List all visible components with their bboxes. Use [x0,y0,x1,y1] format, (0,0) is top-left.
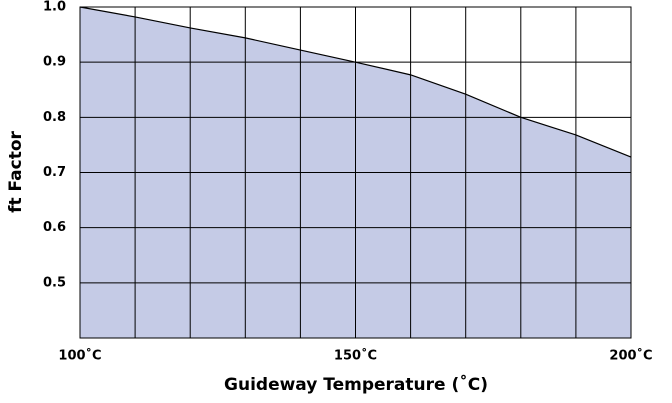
y-tick-label: 0.5 [43,275,66,290]
x-tick-label: 200˚C [609,348,652,364]
y-tick-label: 0.7 [43,165,66,180]
y-tick-label: 0.9 [43,55,66,70]
y-tick-label: 1.0 [43,0,66,15]
x-tick-label: 100˚C [58,348,101,364]
y-tick-label: 0.8 [43,110,66,125]
x-axis-label: Guideway Temperature (˚C) [224,373,488,395]
plot-frame [79,6,632,339]
y-axis-label: ft Factor [6,130,26,212]
y-tick-label: 0.6 [43,220,66,235]
x-tick-label: 150˚C [334,348,377,364]
